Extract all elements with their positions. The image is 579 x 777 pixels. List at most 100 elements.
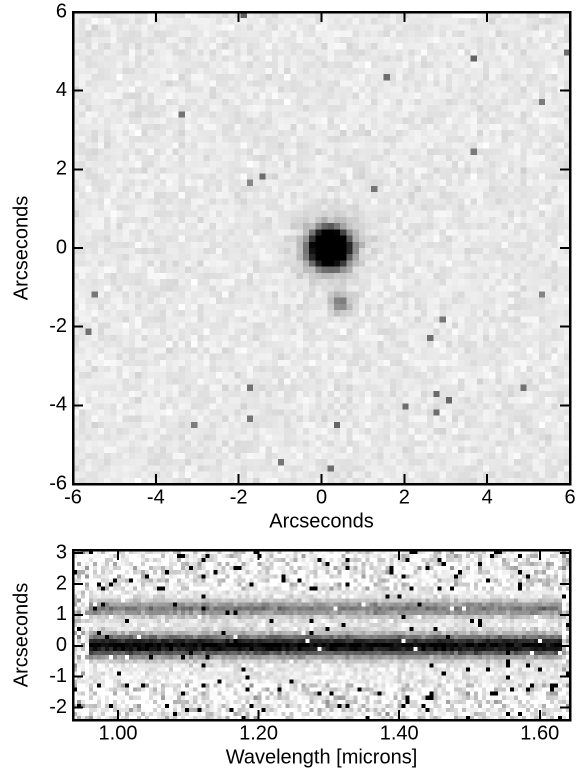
image-pixel <box>259 323 266 330</box>
image-pixel <box>216 441 223 448</box>
image-pixel <box>222 254 229 261</box>
image-pixel <box>346 186 353 193</box>
image-pixel <box>222 180 229 187</box>
image-pixel <box>458 310 465 317</box>
image-pixel <box>116 236 123 243</box>
image-pixel <box>104 335 111 342</box>
image-pixel <box>471 37 478 44</box>
image-pixel <box>253 62 260 69</box>
image-pixel <box>228 428 235 435</box>
image-pixel <box>390 68 397 75</box>
image-pixel <box>266 372 273 379</box>
image-pixel <box>222 192 229 199</box>
image-pixel <box>446 465 453 472</box>
image-pixel <box>390 80 397 87</box>
image-pixel <box>197 111 204 118</box>
image-pixel <box>396 304 403 311</box>
image-pixel <box>427 409 434 416</box>
plot-area <box>73 12 571 485</box>
image-pixel <box>328 472 335 479</box>
image-pixel <box>228 434 235 441</box>
image-pixel <box>303 24 310 31</box>
image-pixel <box>241 80 248 87</box>
image-pixel <box>471 472 478 479</box>
image-pixel <box>446 279 453 286</box>
image-pixel <box>148 329 155 336</box>
image-pixel <box>266 409 273 416</box>
image-pixel <box>166 229 173 236</box>
image-pixel <box>421 453 428 460</box>
image-pixel <box>266 173 273 180</box>
image-pixel <box>359 416 366 423</box>
image-pixel <box>328 124 335 131</box>
image-pixel <box>123 173 130 180</box>
image-pixel <box>290 229 297 236</box>
image-pixel <box>154 323 161 330</box>
image-pixel <box>309 130 316 137</box>
image-pixel <box>241 99 248 106</box>
image-pixel <box>210 472 217 479</box>
image-pixel <box>346 416 353 423</box>
image-pixel <box>371 149 378 156</box>
image-pixel <box>216 472 223 479</box>
image-pixel <box>216 372 223 379</box>
image-pixel <box>85 267 92 274</box>
image-pixel <box>79 217 86 224</box>
image-pixel <box>322 459 329 466</box>
image-pixel <box>154 298 161 305</box>
image-pixel <box>266 329 273 336</box>
image-pixel <box>278 229 285 236</box>
image-pixel <box>253 180 260 187</box>
image-pixel <box>365 403 372 410</box>
image-pixel <box>278 298 285 305</box>
image-pixel <box>471 273 478 280</box>
image-pixel <box>371 130 378 137</box>
image-pixel <box>191 93 198 100</box>
image-pixel <box>309 155 316 162</box>
image-pixel <box>197 99 204 106</box>
image-pixel <box>98 323 105 330</box>
image-pixel <box>247 316 254 323</box>
image-pixel <box>123 459 130 466</box>
image-pixel <box>191 447 198 454</box>
image-pixel <box>477 323 484 330</box>
image-pixel <box>384 316 391 323</box>
image-pixel <box>135 366 142 373</box>
image-pixel <box>353 136 360 143</box>
image-pixel <box>160 347 167 354</box>
image-pixel <box>235 211 242 218</box>
image-pixel <box>247 298 254 305</box>
image-pixel <box>421 465 428 472</box>
image-pixel <box>408 74 415 81</box>
image-pixel <box>396 372 403 379</box>
image-pixel <box>334 161 341 168</box>
image-pixel <box>154 360 161 367</box>
image-pixel <box>421 24 428 31</box>
image-pixel <box>210 43 217 50</box>
image-pixel <box>377 291 384 298</box>
image-pixel <box>371 248 378 255</box>
image-pixel <box>272 93 279 100</box>
image-pixel <box>471 372 478 379</box>
image-pixel <box>365 217 372 224</box>
image-pixel <box>353 310 360 317</box>
image-pixel <box>266 304 273 311</box>
image-pixel <box>440 229 447 236</box>
image-pixel <box>359 360 366 367</box>
image-pixel <box>427 55 434 62</box>
image-pixel <box>85 260 92 267</box>
image-pixel <box>154 62 161 69</box>
image-pixel <box>384 472 391 479</box>
image-pixel <box>259 242 266 249</box>
image-pixel <box>371 186 378 193</box>
image-pixel <box>284 74 291 81</box>
image-pixel <box>427 99 434 106</box>
image-pixel <box>427 161 434 168</box>
image-pixel <box>210 403 217 410</box>
image-pixel <box>104 167 111 174</box>
image-pixel <box>390 142 397 149</box>
image-pixel <box>377 62 384 69</box>
image-pixel <box>427 186 434 193</box>
image-pixel <box>402 173 409 180</box>
image-pixel <box>141 62 148 69</box>
